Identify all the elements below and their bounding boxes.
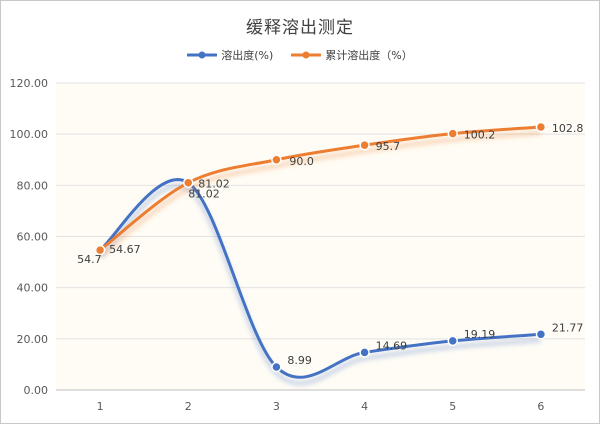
y-tick-label: 120.00 bbox=[10, 77, 49, 90]
data-label-dissolution: 8.99 bbox=[287, 354, 312, 367]
data-point-dissolution[interactable] bbox=[447, 335, 458, 347]
legend-item-dissolution[interactable]: 溶出度(%) bbox=[187, 47, 273, 63]
data-point-cumulative[interactable] bbox=[271, 154, 282, 165]
data-label-cumulative: 54.67 bbox=[109, 243, 141, 256]
data-labels: 54.7 81.02 8.99 14.69 19.19 21.77 54.67 81.02 90… bbox=[77, 122, 583, 367]
legend-marker-dissolution bbox=[198, 51, 206, 59]
data-label-cumulative: 100.2 bbox=[464, 129, 496, 142]
y-tick-label: 40.00 bbox=[17, 282, 49, 295]
data-point-cumulative[interactable] bbox=[94, 244, 106, 256]
y-tick-label: 20.00 bbox=[17, 333, 49, 346]
data-label-cumulative: 95.7 bbox=[376, 140, 401, 153]
legend-item-cumulative[interactable]: 累计溶出度（%） bbox=[291, 47, 413, 63]
x-tick-label: 1 bbox=[97, 400, 104, 413]
data-point-cumulative[interactable] bbox=[183, 177, 194, 188]
data-point-dissolution[interactable] bbox=[271, 361, 282, 373]
data-label-dissolution: 81.02 bbox=[188, 188, 220, 201]
x-tick-label: 6 bbox=[537, 400, 544, 413]
series-line-cumulative bbox=[98, 125, 543, 252]
y-axis: 0.00 20.00 40.00 60.00 80.00 100.00 120.00 bbox=[10, 77, 49, 397]
data-point-dissolution[interactable] bbox=[359, 347, 370, 358]
legend-swatch-dissolution bbox=[187, 51, 218, 59]
data-point-cumulative[interactable] bbox=[447, 128, 458, 139]
chart-legend: 溶出度(%) 累计溶出度（%） bbox=[1, 47, 599, 63]
data-label-dissolution: 21.77 bbox=[552, 321, 584, 334]
x-axis: 1 2 3 4 5 6 bbox=[97, 400, 545, 413]
y-tick-label: 80.00 bbox=[17, 179, 49, 192]
legend-label-dissolution: 溶出度(%) bbox=[221, 49, 274, 62]
series-layer bbox=[94, 121, 547, 386]
series-shadow-dissolution bbox=[98, 183, 542, 386]
x-tick-label: 2 bbox=[185, 400, 192, 413]
chart-title: 缓释溶出测定 bbox=[246, 18, 354, 38]
y-tick-label: 100.00 bbox=[10, 128, 49, 141]
data-point-dissolution[interactable] bbox=[535, 329, 547, 340]
data-label-cumulative: 102.8 bbox=[552, 122, 584, 135]
data-label-cumulative: 90.0 bbox=[289, 155, 314, 168]
data-label-dissolution: 14.69 bbox=[376, 339, 408, 352]
gridlines bbox=[56, 82, 585, 391]
x-tick-label: 5 bbox=[449, 400, 456, 413]
y-tick-label: 60.00 bbox=[17, 231, 49, 244]
data-label-dissolution: 19.19 bbox=[464, 328, 496, 341]
data-label-dissolution: 54.7 bbox=[77, 253, 102, 266]
series-shadow-cumulative bbox=[98, 130, 542, 259]
data-point-cumulative[interactable] bbox=[359, 139, 370, 151]
legend-label-cumulative: 累计溶出度（%） bbox=[325, 49, 413, 62]
legend-marker-cumulative bbox=[302, 51, 310, 59]
x-tick-label: 4 bbox=[361, 400, 368, 413]
data-label-cumulative: 81.02 bbox=[198, 178, 230, 191]
data-point-cumulative[interactable] bbox=[535, 121, 547, 133]
legend-swatch-cumulative bbox=[291, 51, 322, 59]
x-tick-label: 3 bbox=[273, 400, 280, 413]
y-tick-label: 0.00 bbox=[24, 384, 49, 397]
